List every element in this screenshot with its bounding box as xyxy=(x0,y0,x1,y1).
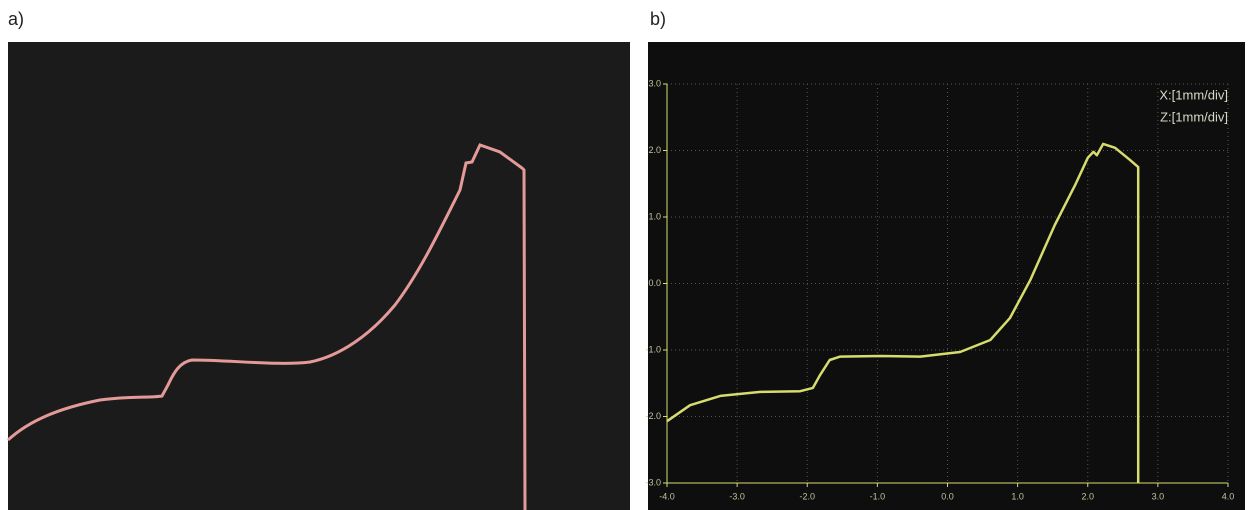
panel-label: b) xyxy=(650,9,666,29)
y-tick-label: -1.0 xyxy=(645,344,661,354)
x-tick-label: 4.0 xyxy=(1222,491,1235,501)
x-tick-label: 2.0 xyxy=(1081,491,1094,501)
x-tick-label: -3.0 xyxy=(729,491,745,501)
photo-background xyxy=(8,42,630,510)
annotation: X:[1mm/div] xyxy=(1159,87,1228,102)
figure: a) b) X:[1mm/div] Z:[1mm/div] -3.0 -2.0 -1… xyxy=(0,0,1253,510)
panel-label: a) xyxy=(8,9,24,29)
x-tick-label: -2.0 xyxy=(799,491,815,501)
y-tick-label: 3.0 xyxy=(648,78,661,88)
y-tick-label: 1.0 xyxy=(648,211,661,221)
photo-panel xyxy=(8,42,630,510)
y-tick-label: 2.0 xyxy=(648,145,661,155)
x-tick-label: -1.0 xyxy=(870,491,886,501)
y-tick-label: 0.0 xyxy=(648,278,661,288)
y-tick-label: -3.0 xyxy=(645,477,661,487)
x-tick-label: -4.0 xyxy=(659,491,675,501)
x-tick-label: 1.0 xyxy=(1011,491,1024,501)
x-tick-label: 3.0 xyxy=(1152,491,1165,501)
x-tick-label: 0.0 xyxy=(941,491,954,501)
chart: X:[1mm/div] Z:[1mm/div] -3.0 -2.0 -1.0 0.0 1… xyxy=(645,42,1245,510)
annotation: Z:[1mm/div] xyxy=(1160,109,1228,124)
y-tick-label: -2.0 xyxy=(645,411,661,421)
